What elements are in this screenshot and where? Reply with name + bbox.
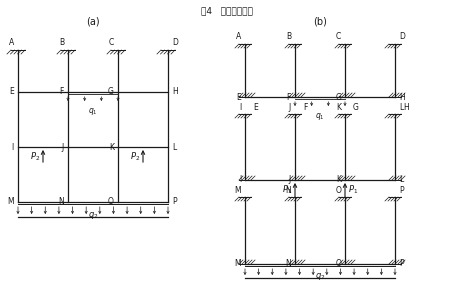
Text: N: N (58, 198, 64, 207)
Text: C: C (336, 32, 341, 41)
Text: H: H (403, 103, 409, 112)
Text: L: L (399, 103, 403, 112)
Text: G: G (108, 88, 114, 97)
Text: F: F (59, 88, 64, 97)
Text: $q_2$: $q_2$ (315, 271, 325, 282)
Text: I: I (239, 175, 241, 185)
Text: O: O (108, 198, 114, 207)
Text: O: O (335, 259, 341, 268)
Text: I: I (239, 103, 241, 112)
Text: F: F (303, 103, 307, 112)
Text: A: A (236, 32, 241, 41)
Text: C: C (109, 38, 114, 47)
Text: A: A (9, 38, 14, 47)
Text: J: J (62, 143, 64, 152)
Text: G: G (353, 103, 359, 112)
Text: $q_2$: $q_2$ (88, 210, 98, 221)
Text: B: B (59, 38, 64, 47)
Text: K: K (109, 143, 114, 152)
Text: J: J (289, 175, 291, 185)
Text: (a): (a) (86, 17, 100, 27)
Text: M: M (7, 198, 14, 207)
Text: D: D (399, 32, 405, 41)
Text: 图4   分层法示意图: 图4 分层法示意图 (201, 6, 253, 15)
Text: N: N (285, 259, 291, 268)
Text: E: E (9, 88, 14, 97)
Text: $P_1$: $P_1$ (282, 184, 292, 196)
Text: N: N (285, 186, 291, 195)
Text: P: P (172, 198, 177, 207)
Text: (b): (b) (313, 17, 327, 27)
Text: K: K (336, 175, 341, 185)
Text: $P_1$: $P_1$ (348, 184, 358, 196)
Text: $P_2$: $P_2$ (30, 151, 40, 163)
Text: P: P (399, 186, 404, 195)
Text: H: H (172, 88, 178, 97)
Text: B: B (286, 32, 291, 41)
Text: F: F (286, 92, 291, 101)
Text: M: M (234, 259, 241, 268)
Text: P: P (399, 259, 404, 268)
Text: G: G (335, 92, 341, 101)
Text: $q_1$: $q_1$ (88, 106, 98, 117)
Text: O: O (335, 186, 341, 195)
Text: $q_1$: $q_1$ (315, 111, 325, 122)
Text: $P_2$: $P_2$ (130, 151, 140, 163)
Text: I: I (12, 143, 14, 152)
Text: K: K (336, 103, 341, 112)
Text: E: E (236, 92, 241, 101)
Text: E: E (253, 103, 258, 112)
Text: J: J (289, 103, 291, 112)
Text: D: D (172, 38, 178, 47)
Text: H: H (399, 92, 405, 101)
Text: L: L (172, 143, 176, 152)
Text: L: L (399, 175, 403, 185)
Text: M: M (234, 186, 241, 195)
